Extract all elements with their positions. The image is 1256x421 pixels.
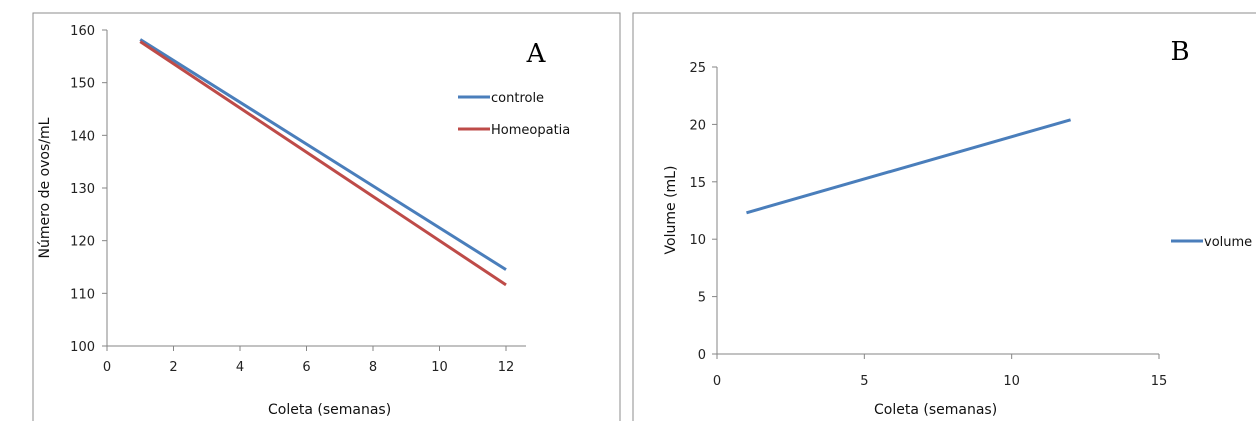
chart-b-x-tick-label: 10 xyxy=(1003,374,1020,389)
chart-b-legend: volume xyxy=(1171,235,1252,250)
chart-a-border xyxy=(32,12,621,421)
chart-a-x-tick-label: 10 xyxy=(431,360,448,375)
chart-a-y-tick-label: 140 xyxy=(70,129,95,144)
chart-b-x-tick-label: 15 xyxy=(1151,374,1168,389)
chart-b-y-tick-label: 25 xyxy=(689,61,706,76)
chart-a-x-tick-label: 2 xyxy=(169,360,177,375)
chart-a-y-tick-label: 100 xyxy=(70,340,95,355)
chart-b-series xyxy=(746,118,1072,215)
chart-b-x-axis-title: Coleta (semanas) xyxy=(874,402,997,418)
chart-b-y-ticks: 0 5 10 15 20 25 xyxy=(689,61,717,363)
chart-a-x-axis-title: Coleta (semanas) xyxy=(268,402,391,418)
legend-label-homeopatia: Homeopatia xyxy=(491,123,570,138)
chart-b-x-tick-label: 0 xyxy=(713,374,721,389)
chart-b-y-axis-title: Volume (mL) xyxy=(663,166,679,255)
series-line-volume xyxy=(746,118,1072,215)
chart-a-legend: controle Homeopatia xyxy=(458,91,570,138)
chart-a-x-tick-label: 6 xyxy=(302,360,310,375)
chart-b-y-tick-label: 0 xyxy=(698,348,706,363)
chart-b-x-ticks: 0 5 10 15 xyxy=(713,354,1167,389)
chart-b-x-tick-label: 5 xyxy=(860,374,868,389)
chart-b-border xyxy=(632,12,1256,421)
chart-a-x-tick-label: 8 xyxy=(369,360,377,375)
chart-a-y-ticks: 100 110 120 130 140 150 160 xyxy=(70,24,107,355)
chart-a-y-tick-label: 130 xyxy=(70,182,95,197)
chart-a-y-tick-label: 110 xyxy=(70,287,95,302)
legend-label-controle: controle xyxy=(491,91,544,106)
chart-a-x-tick-label: 4 xyxy=(236,360,244,375)
chart-panel-a: 100 110 120 130 140 150 160 0 2 4 6 8 10 12 Coleta (… xyxy=(32,12,621,421)
chart-b-y-tick-label: 15 xyxy=(689,176,706,191)
chart-a-x-tick-label: 0 xyxy=(103,360,111,375)
chart-a-series xyxy=(139,38,507,287)
chart-b-y-tick-label: 10 xyxy=(689,233,706,248)
chart-a-y-tick-label: 150 xyxy=(70,77,95,92)
chart-b-y-tick-label: 5 xyxy=(698,291,706,306)
chart-b-panel-label: B xyxy=(1170,37,1189,67)
chart-a-y-tick-label: 160 xyxy=(70,24,95,39)
series-line-controle xyxy=(139,38,507,271)
chart-a-x-ticks: 0 2 4 6 8 10 12 xyxy=(103,346,514,375)
chart-a-panel-label: A xyxy=(526,39,547,69)
chart-a-y-tick-label: 120 xyxy=(70,235,95,250)
chart-a-x-tick-label: 12 xyxy=(498,360,515,375)
chart-b-y-tick-label: 20 xyxy=(689,118,706,133)
series-line-homeopatia xyxy=(139,40,507,287)
chart-panel-b: 0 5 10 15 20 25 0 5 10 15 Coleta (semanas) Volum… xyxy=(632,12,1256,421)
legend-label-volume: volume xyxy=(1204,235,1252,250)
chart-a-y-axis-title: Número de ovos/mL xyxy=(37,117,53,258)
